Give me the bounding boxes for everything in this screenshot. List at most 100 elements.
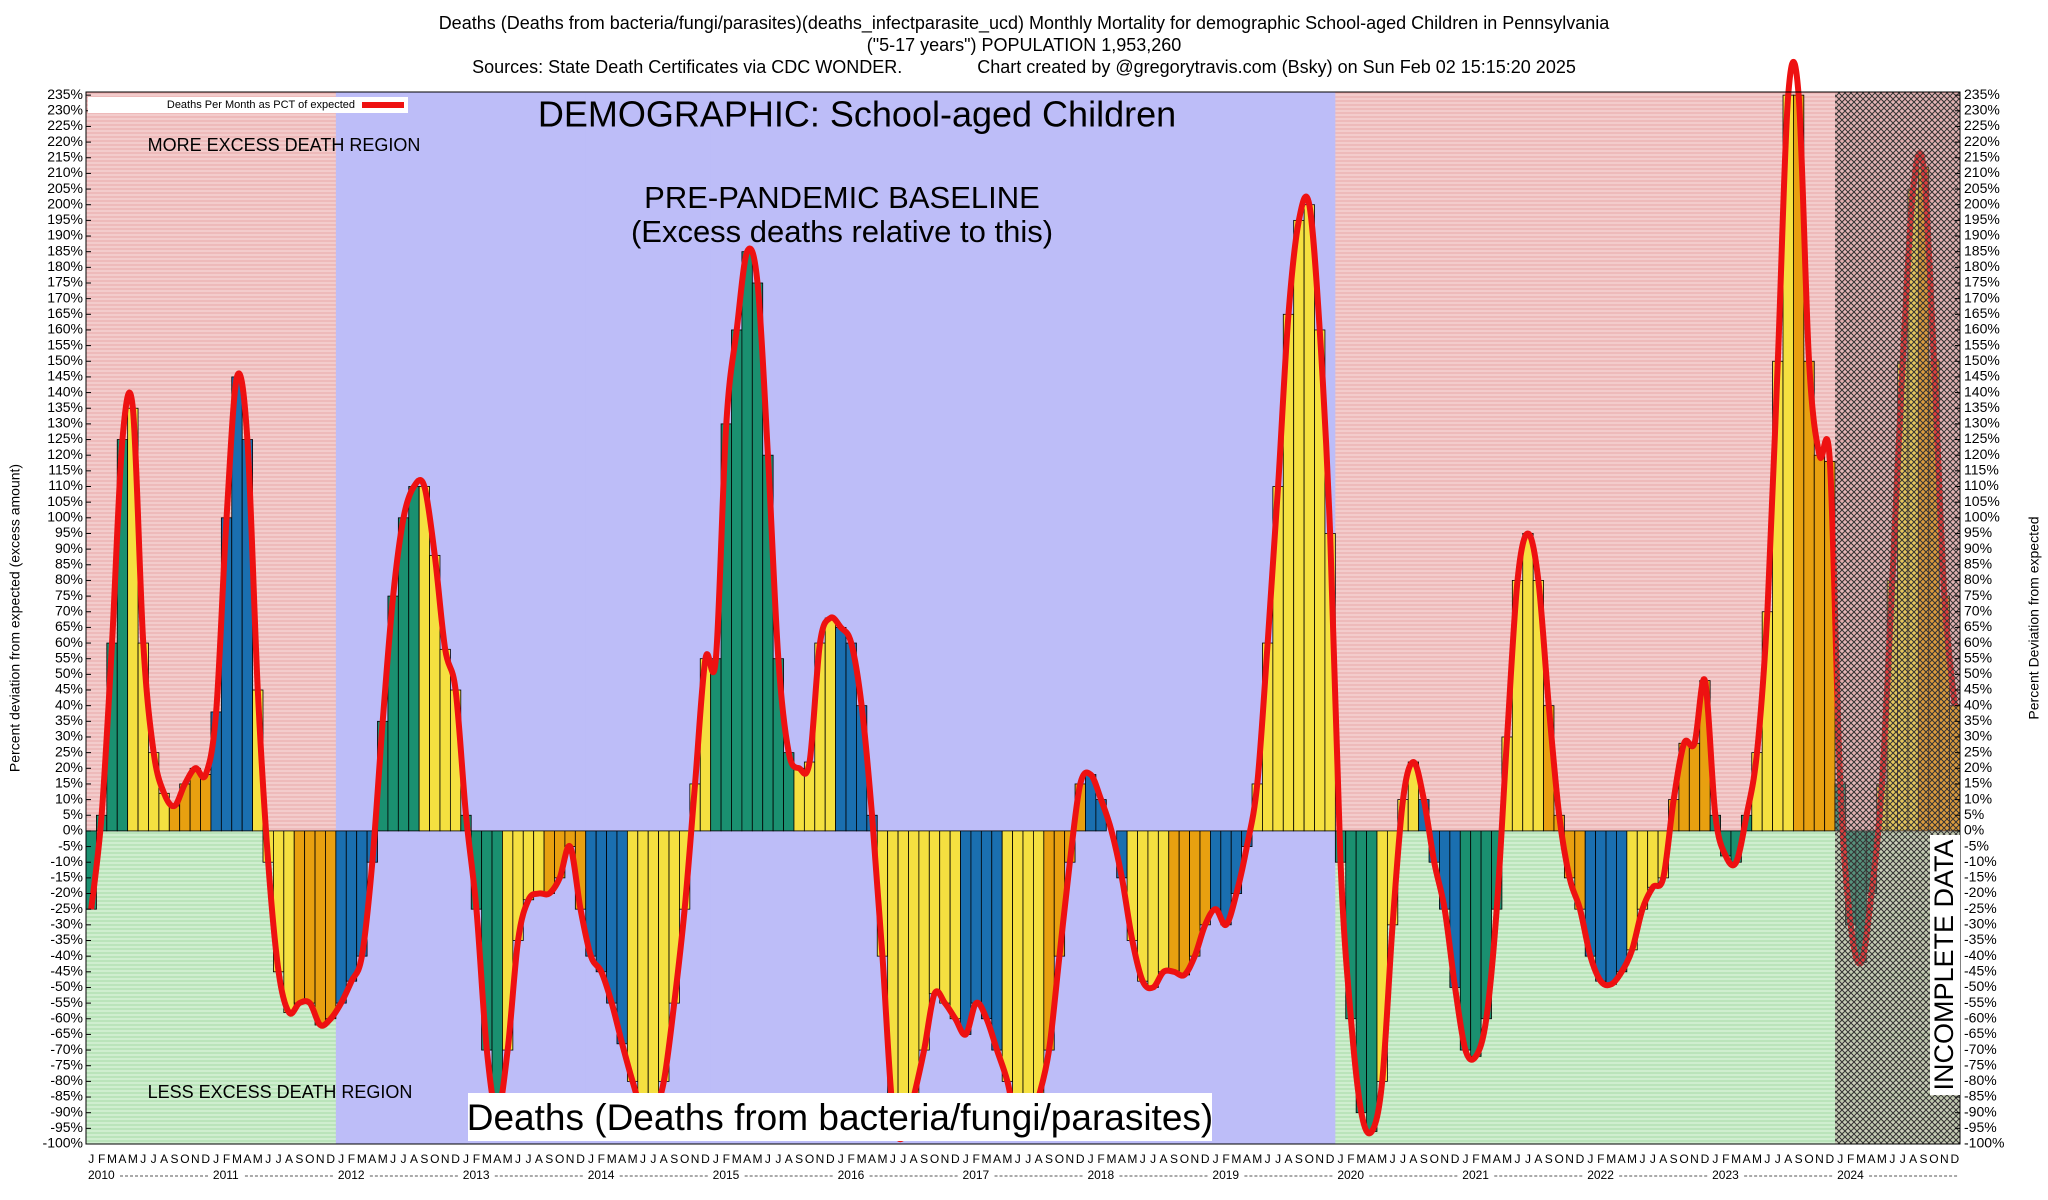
excess-region (1335, 92, 1461, 831)
y2-tick-label: 80% (1964, 571, 1992, 587)
y2-tick-label: 115% (1964, 462, 1999, 478)
month-label: S (795, 1152, 803, 1166)
bar (491, 830, 503, 1114)
y2-tick-label: 225% (1964, 117, 2000, 133)
month-label: F (1847, 1152, 1854, 1166)
bar (168, 805, 181, 832)
month-label: J (1764, 1152, 1770, 1166)
year-label: 2015 (713, 1168, 740, 1182)
y2-tick-label: 105% (1964, 493, 2000, 509)
month-label: F (348, 1152, 355, 1166)
y-tick-label: 45% (55, 681, 83, 697)
y-tick-label: 95% (55, 524, 83, 540)
bottom-label-bg (468, 1093, 1212, 1141)
y2-tick-label: -80% (1964, 1072, 1997, 1088)
y2-tick-label: 155% (1964, 336, 2000, 352)
month-label: M (857, 1152, 867, 1166)
month-label: J (525, 1152, 531, 1166)
month-label: O (1430, 1152, 1439, 1166)
month-label: J (1150, 1152, 1156, 1166)
month-label: J (1275, 1152, 1281, 1166)
y-tick-label: 215% (47, 148, 83, 164)
bar (293, 830, 306, 1004)
y-tick-label: -30% (50, 916, 83, 932)
bar (304, 830, 316, 1004)
bar (325, 830, 337, 1020)
month-label: M (982, 1152, 992, 1166)
month-label: J (640, 1152, 646, 1166)
y-tick-label: 170% (47, 289, 83, 305)
bar (335, 830, 347, 1004)
y2-tick-label: 65% (1964, 618, 1992, 634)
y2-tick-label: -15% (1964, 869, 1997, 885)
y-tick-label: 15% (55, 775, 83, 791)
y2-tick-label: 200% (1964, 195, 2000, 211)
month-label: O (1055, 1152, 1064, 1166)
month-label: N (1190, 1152, 1199, 1166)
y2-tick-label: 165% (1964, 305, 2000, 321)
baseline-label: PRE-PANDEMIC BASELINE (644, 180, 1040, 215)
y-tick-label: 235% (47, 86, 83, 102)
y2-tick-label: 60% (1964, 634, 1992, 650)
y2-tick-label: -95% (1964, 1119, 1997, 1135)
y2-tick-label: -75% (1964, 1056, 1997, 1072)
y-tick-label: 180% (47, 258, 83, 274)
month-label: J (1515, 1152, 1521, 1166)
labels: -100% -100%-95% -95%-90% -90%-85% -85%-80% -8… (7, 13, 2042, 1182)
y-tick-label: -15% (50, 869, 83, 885)
month-label: J (1650, 1152, 1656, 1166)
y2-tick-label: 5% (1964, 806, 1984, 822)
y-tick-label: 105% (47, 493, 83, 509)
month-label: M (753, 1152, 763, 1166)
month-label: M (253, 1152, 263, 1166)
y-tick-label: 145% (47, 368, 83, 384)
bar (1199, 830, 1211, 926)
month-label: S (920, 1152, 928, 1166)
month-label: D (451, 1152, 460, 1166)
y-tick-label: -40% (50, 947, 83, 963)
deficit-region (86, 830, 212, 1144)
more-label: MORE EXCESS DEATH REGION (148, 135, 421, 155)
month-label: A (1784, 1152, 1792, 1166)
bar (314, 830, 326, 1026)
month-label: S (1420, 1152, 1428, 1166)
month-label: J (1213, 1152, 1219, 1166)
bar (1001, 830, 1013, 1082)
y-tick-label: 185% (47, 242, 83, 258)
bar (647, 830, 660, 1114)
month-label: F (473, 1152, 480, 1166)
y2-tick-label: 235% (1964, 86, 2000, 102)
month-label: D (1451, 1152, 1460, 1166)
bar (1012, 830, 1024, 1129)
title: ("5-17 years") POPULATION 1,953,260 (867, 35, 1182, 55)
month-label: S (1920, 1152, 1928, 1166)
month-label: J (765, 1152, 771, 1166)
month-label: A (1284, 1152, 1292, 1166)
bar (949, 830, 961, 1020)
year-label: 2012 (338, 1168, 365, 1182)
month-label: M (107, 1152, 117, 1166)
bar (1210, 830, 1222, 910)
y2-tick-label: 85% (1964, 555, 1992, 571)
demographic-label: DEMOGRAPHIC: School-aged Children (538, 94, 1176, 135)
month-label: J (463, 1152, 469, 1166)
month-label: J (713, 1152, 719, 1166)
month-label: M (1106, 1152, 1116, 1166)
bar (741, 251, 753, 832)
month-label: M (357, 1152, 367, 1166)
month-label: N (1565, 1152, 1574, 1166)
bar (980, 830, 993, 1020)
month-label: D (576, 1152, 585, 1166)
month-label: J (900, 1152, 906, 1166)
bar (1033, 830, 1045, 1098)
y-tick-label: 135% (47, 399, 83, 415)
y-tick-label: 90% (55, 540, 83, 556)
y2-tick-label: 25% (1964, 743, 1992, 759)
month-label: J (1889, 1152, 1895, 1166)
bar (1605, 830, 1617, 985)
y-tick-label: 60% (55, 634, 83, 650)
y-tick-label: 200% (47, 195, 83, 211)
y2-tick-label: 205% (1964, 180, 2000, 196)
y-tick-label: 230% (47, 101, 83, 117)
